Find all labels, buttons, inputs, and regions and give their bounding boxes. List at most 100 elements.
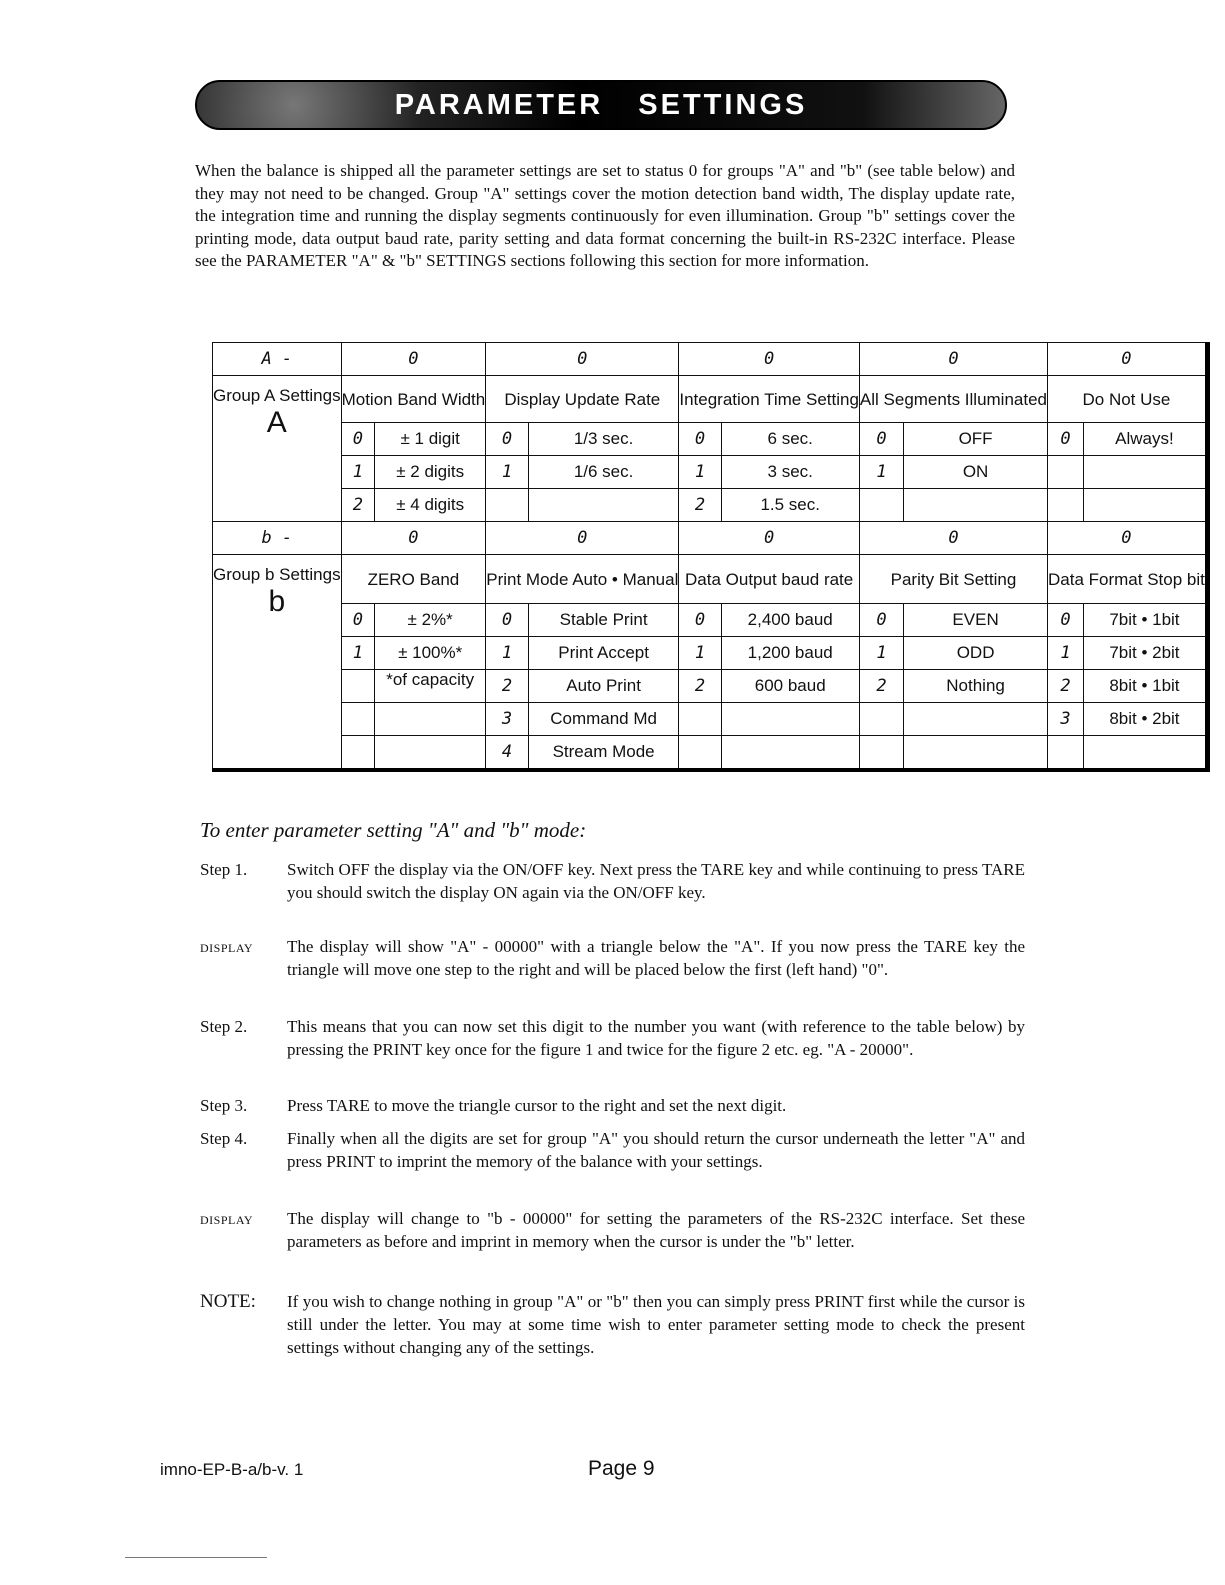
option-value: 3 <box>1046 702 1085 736</box>
group-label-text: Group A Settings <box>213 386 341 405</box>
option-description: 8bit • 2bit <box>1083 702 1208 736</box>
step-label: Step 3. <box>200 1096 248 1115</box>
parameter-title-row: Group A Settings A Motion Band Width Displa… <box>212 375 1208 522</box>
option-value: 1 <box>340 455 376 489</box>
group-code: b - <box>212 521 342 555</box>
option-description <box>903 702 1048 736</box>
group-code: A - <box>212 342 342 376</box>
option-description: EVEN <box>903 603 1048 637</box>
digit-position: 0 <box>485 342 680 376</box>
step-text: This means that you can now set this dig… <box>287 1017 1025 1059</box>
option-description: ± 100%* <box>374 636 487 670</box>
option-value <box>678 735 722 771</box>
option-description: 7bit • 2bit <box>1083 636 1208 670</box>
option-value: 0 <box>678 422 722 456</box>
option-row: 3 Command Md 3 8bit • 2bit <box>213 702 1208 736</box>
group-label: Group A Settings A <box>212 375 342 522</box>
option-value <box>340 702 376 736</box>
step-label: Step 4. <box>200 1129 248 1148</box>
option-value <box>858 702 905 736</box>
option-row: 1 ± 100%* 1 Print Accept 1 1,200 baud 1 ODD 1 7bi… <box>213 636 1208 670</box>
procedure-step: DISPLAY The display will show "A" - 00000… <box>200 935 1025 981</box>
option-value: 0 <box>340 422 376 456</box>
option-description <box>374 735 487 771</box>
option-description: 1/3 sec. <box>527 422 680 456</box>
option-description: Stable Print <box>527 603 680 637</box>
procedure-step: DISPLAY The display will change to "b - 0… <box>200 1207 1025 1253</box>
option-description <box>1083 488 1208 522</box>
option-value: 0 <box>678 603 722 637</box>
digit-position: 0 <box>1047 342 1208 376</box>
option-value: 1 <box>678 636 722 670</box>
step-label: DISPLAY <box>200 941 254 955</box>
option-description <box>720 735 860 771</box>
parameter-title: Data Format Stop bit <box>1047 554 1208 604</box>
option-description: 8bit • 1bit <box>1083 669 1208 703</box>
procedure-step: NOTE: If you wish to change nothing in gr… <box>200 1290 1025 1359</box>
group-label: Group b Settings b <box>212 554 342 771</box>
step-text: Switch OFF the display via the ON/OFF ke… <box>287 860 1025 902</box>
parameter-title: Data Output baud rate <box>678 554 860 604</box>
option-description: 7bit • 1bit <box>1083 603 1208 637</box>
option-value: 0 <box>485 603 529 637</box>
parameter-table: A -0 0 0 0 0 Group A Settings A Motion Band Wid… <box>212 342 1210 772</box>
option-value: 1 <box>858 455 905 489</box>
parameter-title: Print Mode Auto • Manual <box>485 554 680 604</box>
option-description: 1.5 sec. <box>720 488 860 522</box>
option-description: Nothing <box>903 669 1048 703</box>
step-text: If you wish to change nothing in group "… <box>287 1292 1025 1357</box>
step-text: Press TARE to move the triangle cursor t… <box>287 1096 787 1115</box>
step-text: The display will show "A" - 00000" with … <box>287 937 1025 979</box>
footer-page-number: Page 9 <box>588 1457 655 1480</box>
digit-position: 0 <box>340 521 487 555</box>
parameter-title: Parity Bit Setting <box>858 554 1049 604</box>
parameter-title: Do Not Use <box>1047 375 1208 423</box>
parameter-title: Motion Band Width <box>340 375 487 423</box>
option-description: ODD <box>903 636 1048 670</box>
step-text: The display will change to "b - 00000" f… <box>287 1209 1025 1251</box>
section-banner: PARAMETER SETTINGS <box>195 80 1007 130</box>
parameter-title: ZERO Band <box>340 554 487 604</box>
procedure-step: Step 1. Switch OFF the display via the ON… <box>200 858 1025 904</box>
option-description <box>1083 455 1208 489</box>
step-text: Finally when all the digits are set for … <box>287 1129 1025 1171</box>
digit-position: 0 <box>678 521 860 555</box>
option-description: ± 2%* <box>374 603 487 637</box>
procedure-step: Step 2. This means that you can now set t… <box>200 1015 1025 1061</box>
option-value <box>858 488 905 522</box>
option-description: Auto Print <box>527 669 680 703</box>
option-value: 0 <box>858 422 905 456</box>
option-description <box>374 702 487 736</box>
option-row: 2 ± 4 digits 2 1.5 sec. <box>213 488 1208 522</box>
option-description <box>1083 735 1208 771</box>
step-label: DISPLAY <box>200 1213 254 1227</box>
option-description: *of capacity <box>374 669 487 703</box>
option-description: 600 baud <box>720 669 860 703</box>
option-description: Always! <box>1083 422 1208 456</box>
option-description: 6 sec. <box>720 422 860 456</box>
bottom-rule <box>125 1557 267 1558</box>
digit-position: 0 <box>1047 521 1208 555</box>
parameter-title: All Segments Illuminated <box>858 375 1049 423</box>
option-value <box>340 735 376 771</box>
procedure-step: Step 4. Finally when all the digits are s… <box>200 1127 1025 1173</box>
digit-position: 0 <box>340 342 487 376</box>
footer-doc-id: imno-EP-B-a/b-v. 1 <box>160 1460 304 1479</box>
option-description: 2,400 baud <box>720 603 860 637</box>
option-description: ± 4 digits <box>374 488 487 522</box>
option-description: 1,200 baud <box>720 636 860 670</box>
parameter-title: Display Update Rate <box>485 375 680 423</box>
option-description <box>903 488 1048 522</box>
option-description: ± 1 digit <box>374 422 487 456</box>
option-value: 1 <box>485 455 529 489</box>
option-value <box>340 669 376 703</box>
option-value: 0 <box>340 603 376 637</box>
intro-paragraph: When the balance is shipped all the para… <box>195 161 1015 270</box>
option-row: 0 ± 2%* 0 Stable Print 0 2,400 baud 0 EVEN 0 7bit… <box>213 603 1208 637</box>
option-value <box>858 735 905 771</box>
procedure-step: Step 3. Press TARE to move the triangle c… <box>200 1094 1025 1117</box>
option-value: 1 <box>678 455 722 489</box>
